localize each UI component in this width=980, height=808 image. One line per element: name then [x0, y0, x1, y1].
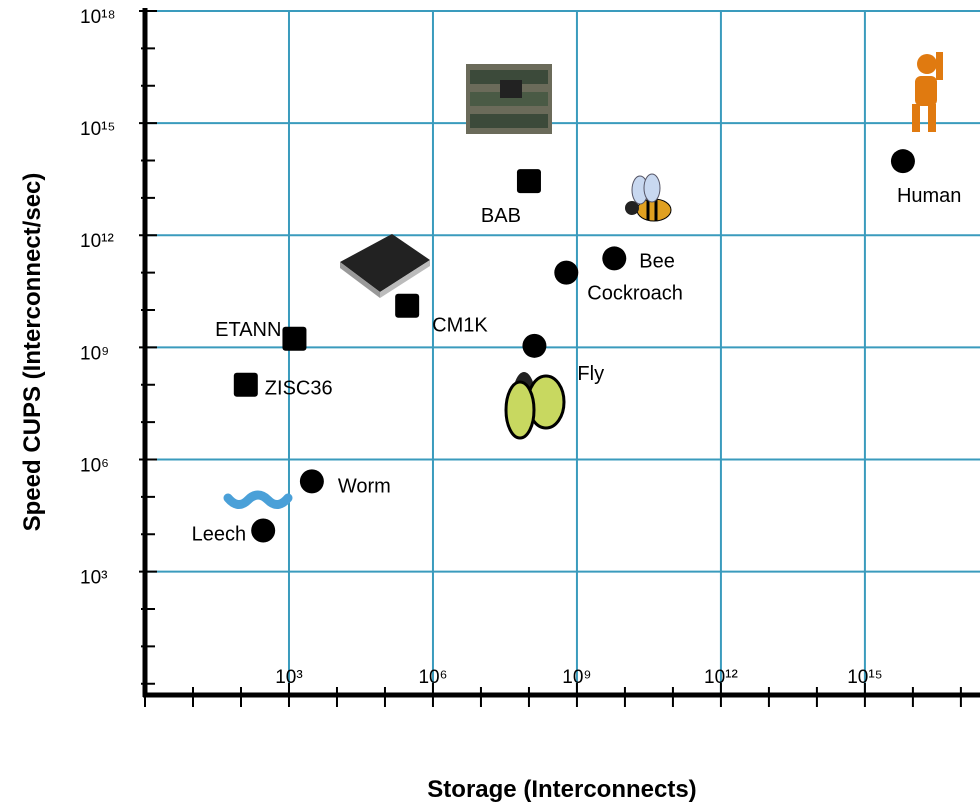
x-tick-label: 10⁹: [562, 667, 591, 688]
circle-point: [251, 518, 276, 543]
chip-icon: [340, 234, 430, 298]
y-tick-label: 10¹⁸: [80, 7, 115, 28]
x-tick-label: 10⁶: [418, 667, 447, 688]
fly-icon: [504, 372, 566, 440]
y-axis-title: Speed CUPS (Interconnect/sec): [19, 173, 46, 532]
board-stack-icon: [466, 64, 552, 134]
y-tick-label: 10¹⁵: [80, 119, 115, 140]
square-point: [282, 326, 307, 351]
y-tick-label: 10⁶: [80, 455, 109, 476]
square-point: [233, 372, 258, 397]
point-label: Cockroach: [587, 283, 683, 305]
point-label: Leech: [192, 523, 247, 545]
y-tick-label: 10⁹: [80, 343, 109, 364]
point-label: Fly: [577, 363, 604, 385]
circle-point: [890, 149, 915, 174]
point-label: BAB: [481, 205, 521, 227]
point-label: CM1K: [432, 315, 488, 337]
circle-point: [554, 260, 579, 285]
point-label: ZISC36: [265, 378, 333, 400]
human-icon: [912, 52, 943, 132]
x-tick-label: 10³: [275, 667, 302, 688]
square-point: [395, 293, 420, 318]
point-label: Worm: [338, 475, 391, 497]
point-label: ETANN: [215, 319, 281, 341]
x-tick-label: 10¹²: [704, 667, 738, 688]
circle-point: [522, 333, 547, 358]
point-label: Bee: [639, 250, 675, 272]
circle-point: [602, 246, 627, 271]
y-tick-label: 10¹²: [80, 231, 114, 252]
x-tick-label: 10¹⁵: [847, 667, 882, 688]
x-axis-title: Storage (Interconnects): [427, 776, 696, 803]
bee-icon: [625, 173, 672, 222]
circle-point: [299, 469, 324, 494]
square-point: [516, 169, 541, 194]
point-label: Human: [897, 185, 961, 207]
y-tick-label: 10³: [80, 568, 107, 589]
worm-icon: [223, 490, 293, 509]
icons: [223, 52, 943, 509]
